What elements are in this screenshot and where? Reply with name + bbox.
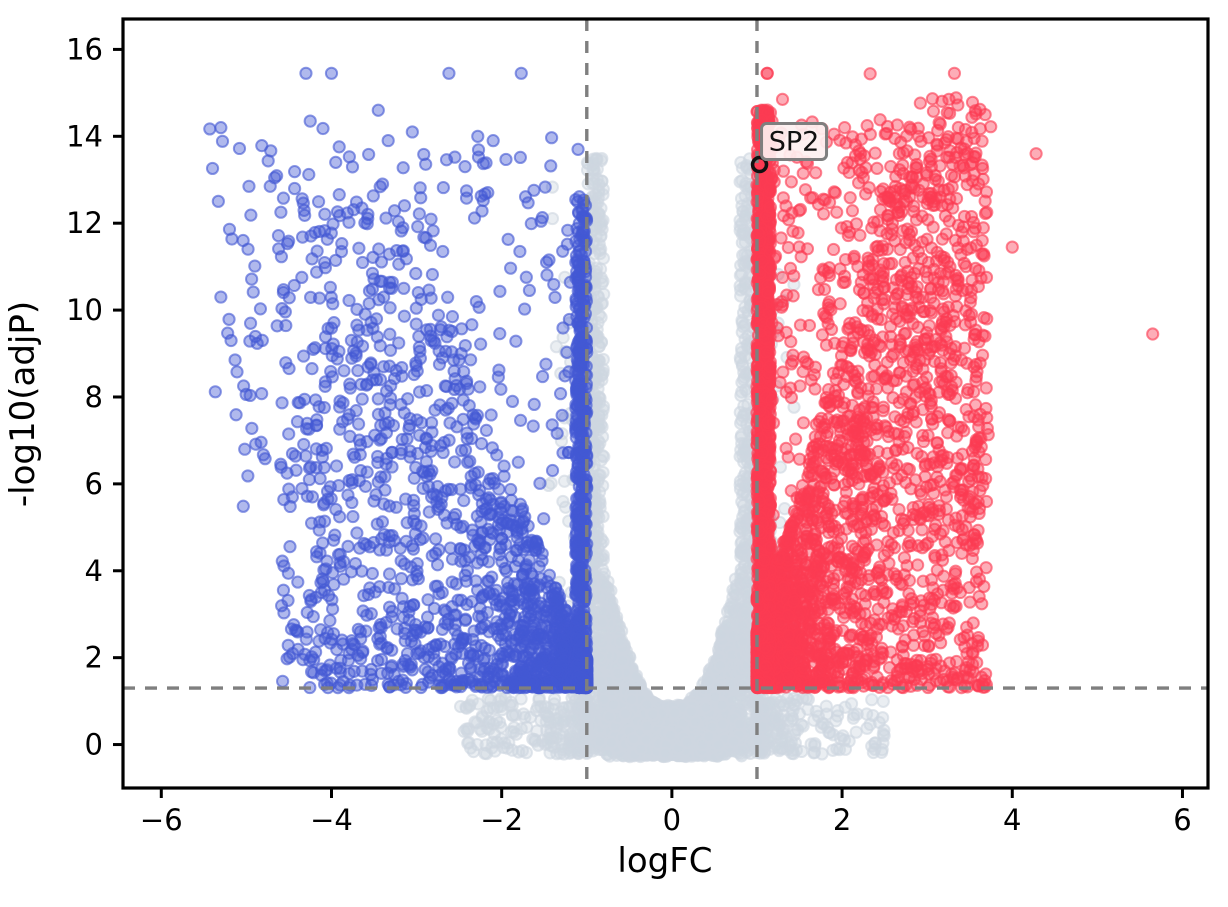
data-point <box>544 476 558 490</box>
